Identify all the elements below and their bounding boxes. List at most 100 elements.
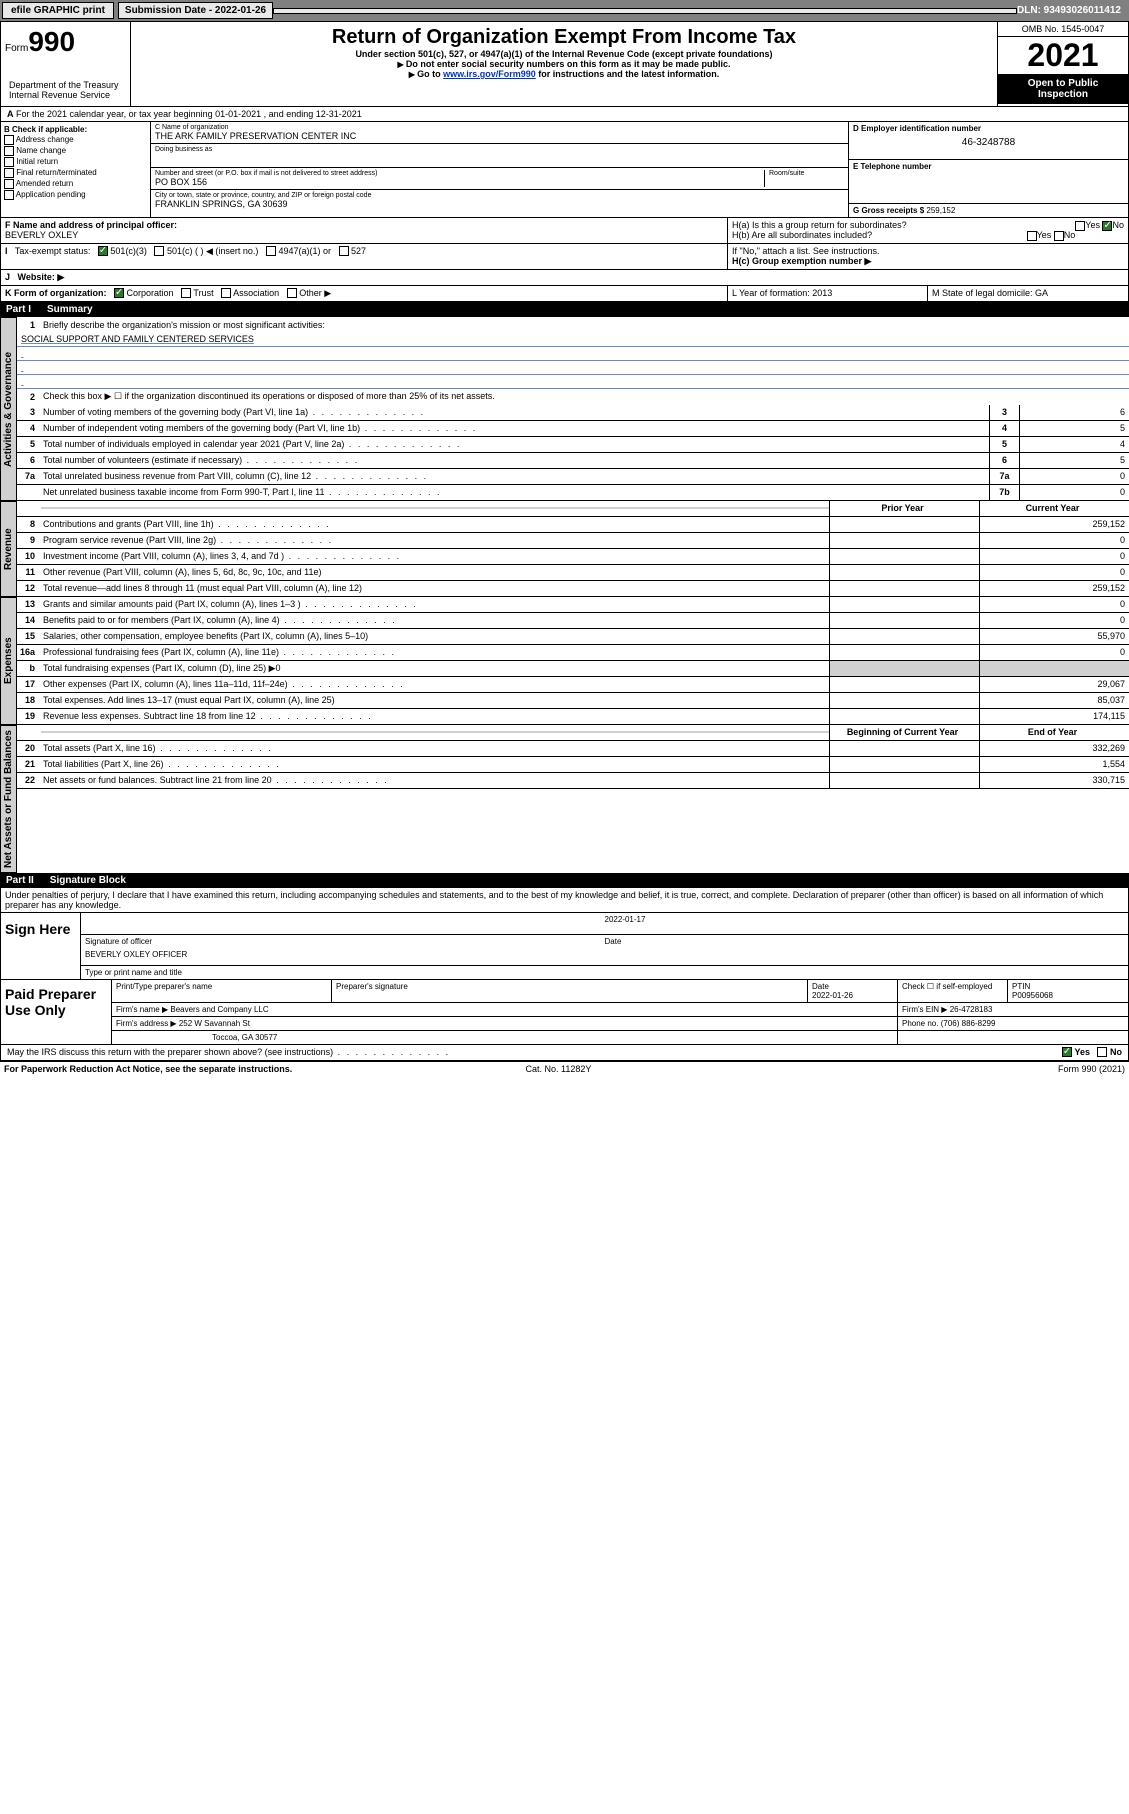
perjury-statement: Under penalties of perjury, I declare th… [0,888,1129,913]
checkbox-amended[interactable] [4,179,14,189]
line9-current: 0 [979,533,1129,548]
firm-phone: (706) 886-8299 [941,1019,996,1028]
section-expenses: Expenses 13Grants and similar amounts pa… [0,597,1129,725]
checkbox-501c3[interactable] [98,246,108,256]
checkbox-ha-yes[interactable] [1075,221,1085,231]
sidetab-expenses: Expenses [0,597,17,725]
row-i-h2: I Tax-exempt status: 501(c)(3) 501(c) ( … [0,244,1129,270]
checkbox-501c[interactable] [154,246,164,256]
section-c: C Name of organizationTHE ARK FAMILY PRE… [151,122,848,217]
officer-name: BEVERLY OXLEY OFFICER [85,950,1124,963]
line20-eoy: 332,269 [979,741,1129,756]
checkbox-4947[interactable] [266,246,276,256]
dept-label: Department of the Treasury Internal Reve… [5,78,126,102]
sig-date: 2022-01-17 [605,915,1125,932]
prep-date: 2022-01-26 [812,991,853,1000]
line7a-value: 0 [1019,469,1129,484]
line10-current: 0 [979,549,1129,564]
dln-label: DLN: 93493026011412 [1017,5,1127,16]
checkbox-other[interactable] [287,288,297,298]
org-city: FRANKLIN SPRINGS, GA 30639 [155,199,844,209]
may-irs-row: May the IRS discuss this return with the… [0,1045,1129,1061]
part2-header: Part IISignature Block [0,873,1129,888]
ptin-value: P00956068 [1012,991,1053,1000]
checkbox-corp[interactable] [114,288,124,298]
line7b-value: 0 [1019,485,1129,500]
spacer-label [273,8,1017,14]
checkbox-hb-yes[interactable] [1027,231,1037,241]
line5-value: 4 [1019,437,1129,452]
ein-value: 46-3248788 [853,137,1124,148]
form-header: Form990 Department of the Treasury Inter… [0,21,1129,107]
row-j: J Website: ▶ [0,270,1129,286]
checkbox-app-pending[interactable] [4,190,14,200]
sidetab-net-assets: Net Assets or Fund Balances [0,725,17,873]
part1-header: Part ISummary [0,302,1129,317]
line12-current: 259,152 [979,581,1129,596]
irs-link[interactable]: www.irs.gov/Form990 [443,69,536,79]
section-d-e-g: D Employer identification number46-32487… [848,122,1128,217]
checkbox-ha-no[interactable] [1102,221,1112,231]
line18-current: 85,037 [979,693,1129,708]
form-note2: Go to www.irs.gov/Form990 for instructio… [135,69,993,79]
omb-number: OMB No. 1545-0047 [998,22,1128,37]
line21-eoy: 1,554 [979,757,1129,772]
principal-officer: BEVERLY OXLEY [5,230,78,240]
line8-current: 259,152 [979,517,1129,532]
page-footer: For Paperwork Reduction Act Notice, see … [0,1061,1129,1076]
state-domicile: M State of legal domicile: GA [928,286,1128,301]
checkbox-trust[interactable] [181,288,191,298]
row-f-h: F Name and address of principal officer:… [0,218,1129,244]
checkbox-assoc[interactable] [221,288,231,298]
mission-text: SOCIAL SUPPORT AND FAMILY CENTERED SERVI… [17,333,1129,347]
checkbox-final-return[interactable] [4,168,14,178]
gross-receipts: 259,152 [926,206,955,215]
sidetab-governance: Activities & Governance [0,317,17,501]
org-street: PO BOX 156 [155,177,764,187]
section-revenue: Revenue Prior YearCurrent Year 8Contribu… [0,501,1129,597]
firm-address: 252 W Savannah St [179,1019,250,1028]
form-subtitle: Under section 501(c), 527, or 4947(a)(1)… [135,49,993,59]
firm-ein: 26-4728183 [950,1005,993,1014]
line15-current: 55,970 [979,629,1129,644]
checkbox-irs-yes[interactable] [1062,1047,1072,1057]
form-word: Form [5,43,28,54]
line13-current: 0 [979,597,1129,612]
line14-current: 0 [979,613,1129,628]
form-number: 990 [28,26,75,57]
submission-date-label: Submission Date - 2022-01-26 [118,2,273,19]
line19-current: 174,115 [979,709,1129,724]
sign-here-block: Sign Here 2022-01-17 Signature of office… [0,913,1129,980]
firm-name: Beavers and Company LLC [170,1005,268,1014]
line4-value: 5 [1019,421,1129,436]
paid-preparer-block: Paid Preparer Use Only Print/Type prepar… [0,980,1129,1045]
line6-value: 5 [1019,453,1129,468]
checkbox-hb-no[interactable] [1054,231,1064,241]
efile-print-button[interactable]: efile GRAPHIC print [2,2,114,19]
section-governance: Activities & Governance 1Briefly describ… [0,317,1129,501]
line17-current: 29,067 [979,677,1129,692]
form-note1: Do not enter social security numbers on … [135,59,993,69]
line16a-current: 0 [979,645,1129,660]
line11-current: 0 [979,565,1129,580]
line22-eoy: 330,715 [979,773,1129,788]
open-public-badge: Open to Public Inspection [998,74,1128,104]
checkbox-name-change[interactable] [4,146,14,156]
sidetab-revenue: Revenue [0,501,17,597]
section-net-assets: Net Assets or Fund Balances Beginning of… [0,725,1129,873]
form-title: Return of Organization Exempt From Incom… [135,26,993,49]
checkbox-initial-return[interactable] [4,157,14,167]
org-name: THE ARK FAMILY PRESERVATION CENTER INC [155,131,844,141]
checkbox-address-change[interactable] [4,135,14,145]
checkbox-irs-no[interactable] [1097,1047,1107,1057]
tax-year: 2021 [998,37,1128,74]
row-k-l-m: K Form of organization: Corporation Trus… [0,286,1129,302]
checkbox-527[interactable] [339,246,349,256]
top-toolbar: efile GRAPHIC print Submission Date - 20… [0,0,1129,21]
year-formation: L Year of formation: 2013 [728,286,928,301]
row-a: A For the 2021 calendar year, or tax yea… [0,107,1129,122]
line3-value: 6 [1019,405,1129,420]
section-b: B Check if applicable: Address change Na… [1,122,151,217]
block-b-to-g: B Check if applicable: Address change Na… [0,122,1129,218]
firm-city: Toccoa, GA 30577 [112,1031,898,1044]
